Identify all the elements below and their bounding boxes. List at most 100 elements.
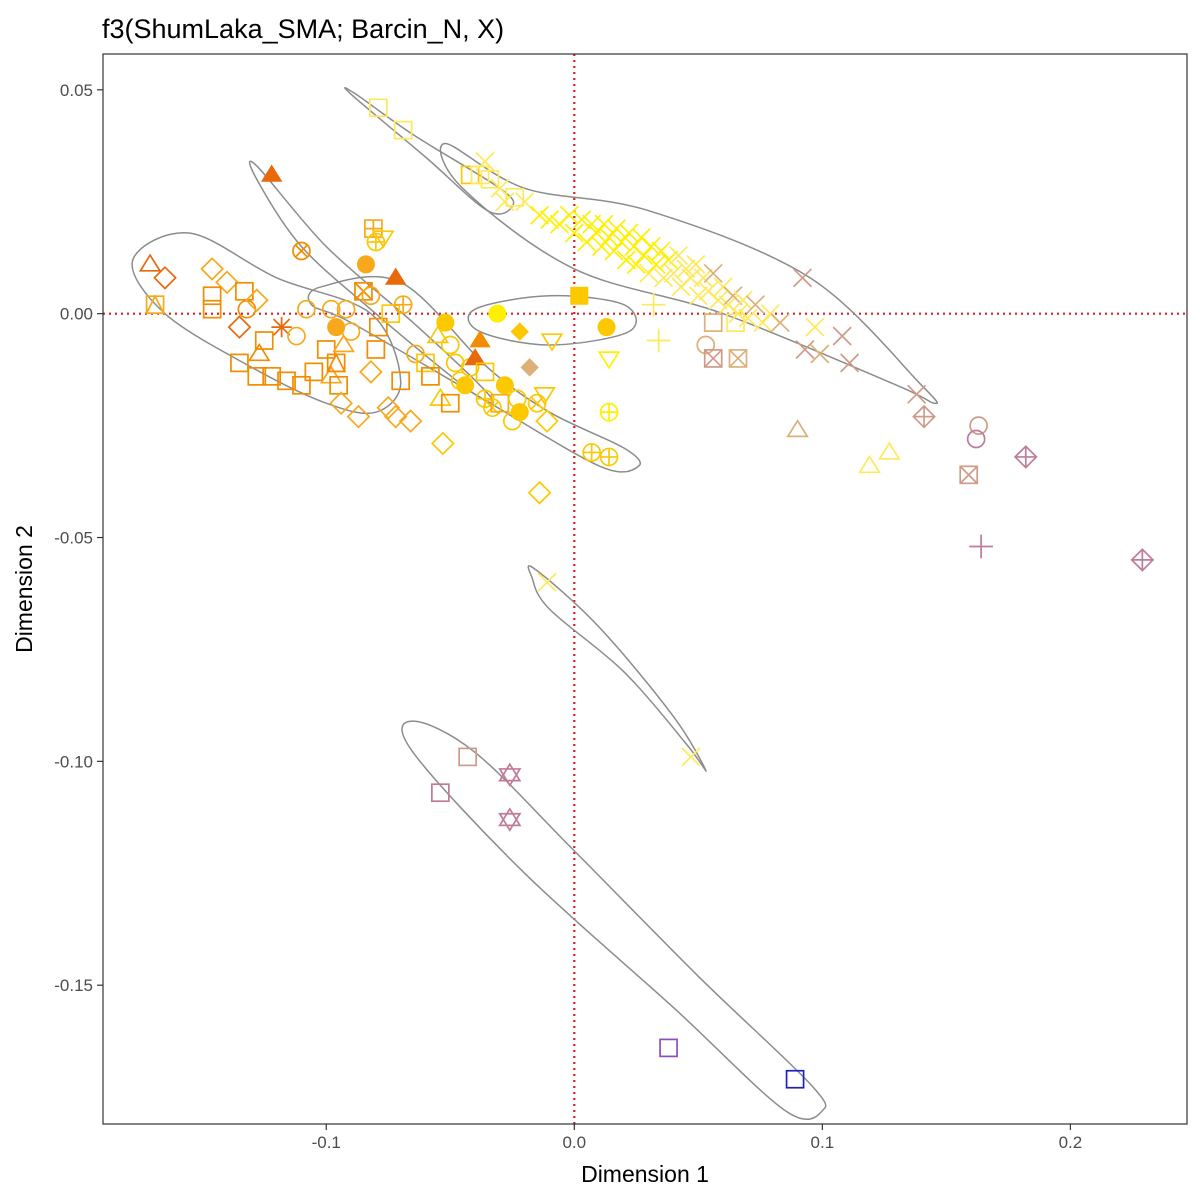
data-point-square (480, 170, 500, 189)
data-point-x (753, 313, 773, 333)
data-point-x (659, 250, 679, 270)
data-point-x (539, 210, 560, 230)
data-point-circle (336, 299, 356, 319)
data-point-x (530, 205, 550, 225)
data-point-x (572, 210, 592, 230)
group-ellipse-5 (439, 142, 939, 405)
data-point-x (708, 290, 728, 310)
data-point-circle_plus (582, 443, 602, 462)
x-axis-ticks: -0.1 0.0 0.1 0.2 (312, 1124, 1083, 1152)
data-point-x (795, 339, 815, 360)
data-point-filled_triangle (464, 348, 486, 366)
data-point-x (792, 268, 813, 288)
data-point-diamond (383, 404, 408, 429)
data-point-square (292, 375, 311, 395)
data-point-circle_x (292, 241, 311, 261)
data-point-filled_triangle (261, 164, 283, 182)
data-point-square (329, 375, 349, 395)
data-point-circle (237, 299, 257, 319)
data-point-square (458, 747, 477, 767)
data-point-diamond_plus (1130, 548, 1155, 572)
data-point-x (587, 223, 607, 243)
data-point-filled_circle (510, 403, 529, 422)
data-point-square (505, 187, 525, 207)
data-point-star6 (498, 762, 522, 788)
data-point-x (676, 259, 696, 279)
data-point-triangle_down (540, 333, 564, 352)
data-point-square (368, 317, 388, 337)
data-point-square (368, 98, 388, 118)
data-point-circle_plus (393, 295, 413, 315)
data-points (138, 98, 1155, 1089)
data-point-diamond (215, 270, 239, 295)
data-point-x (475, 151, 495, 171)
data-point-x (810, 344, 830, 364)
data-point-x (599, 228, 619, 248)
data-point-square_x (959, 465, 979, 485)
data-point-square (703, 313, 723, 332)
data-point-x (738, 308, 758, 328)
data-point-circle_plus (599, 402, 619, 422)
data-point-triangle (138, 253, 162, 272)
data-point-x (664, 263, 684, 283)
data-point-square (304, 362, 324, 382)
data-point-diamond (535, 409, 559, 433)
data-point-diamond (376, 395, 401, 420)
data-point-filled_circle (488, 304, 507, 323)
data-point-circle_x (527, 393, 547, 413)
data-point-square (202, 286, 222, 306)
data-point-plus (646, 328, 671, 353)
data-point-square (391, 371, 411, 391)
data-point-triangle_down (371, 230, 395, 249)
data-point-triangle_down (533, 387, 556, 406)
data-point-x (639, 263, 659, 283)
data-point-triangle (429, 387, 452, 406)
data-point-x (592, 236, 612, 257)
data-point-diamond (227, 315, 252, 339)
data-point-square_x (728, 349, 748, 368)
data-point-square (431, 783, 450, 803)
data-point-triangle (247, 342, 271, 362)
y-tick-label: -0.05 (54, 529, 93, 548)
group-ellipse-1 (131, 232, 402, 415)
data-point-triangle (426, 325, 450, 344)
data-point-x (559, 205, 579, 225)
data-point-diamond (200, 257, 225, 281)
data-point-star6 (498, 807, 522, 832)
data-point-square (366, 340, 386, 359)
data-point-square (416, 353, 435, 373)
data-point-diamond (398, 409, 423, 433)
data-point-square (659, 1038, 678, 1058)
data-point-x (515, 192, 535, 212)
data-point-diamond (430, 431, 455, 456)
y-tick-label: 0.05 (60, 81, 93, 100)
data-point-filled_diamond (510, 322, 529, 341)
data-point-x (832, 326, 852, 346)
y-tick-label: 0.00 (60, 305, 93, 324)
data-point-diamond (346, 404, 371, 429)
data-point-square (247, 366, 267, 386)
data-point-asterisk (271, 316, 292, 338)
data-point-x (770, 313, 790, 333)
data-point-x (745, 295, 765, 315)
data-point-square_x (703, 349, 723, 368)
data-point-filled_circle (495, 376, 514, 395)
data-point-x (616, 250, 636, 270)
reference-lines (103, 54, 1187, 1124)
data-point-filled_triangle (469, 330, 491, 348)
data-point-circle (440, 335, 460, 355)
data-point-triangle (858, 454, 881, 474)
data-point-square (475, 362, 495, 382)
data-point-x (686, 254, 706, 274)
data-point-diamond (527, 480, 552, 505)
plot-panel-border (102, 53, 1188, 1125)
data-point-diamond (245, 288, 269, 313)
data-point-filled_circle (436, 313, 455, 332)
data-point-x (668, 245, 689, 265)
data-point-filled_circle (456, 376, 475, 395)
data-point-circle (297, 299, 316, 319)
data-point-square (235, 281, 254, 301)
data-point-square (785, 1069, 805, 1089)
x-tick-label: 0.2 (1059, 1133, 1083, 1152)
data-point-filled_square (570, 286, 589, 305)
